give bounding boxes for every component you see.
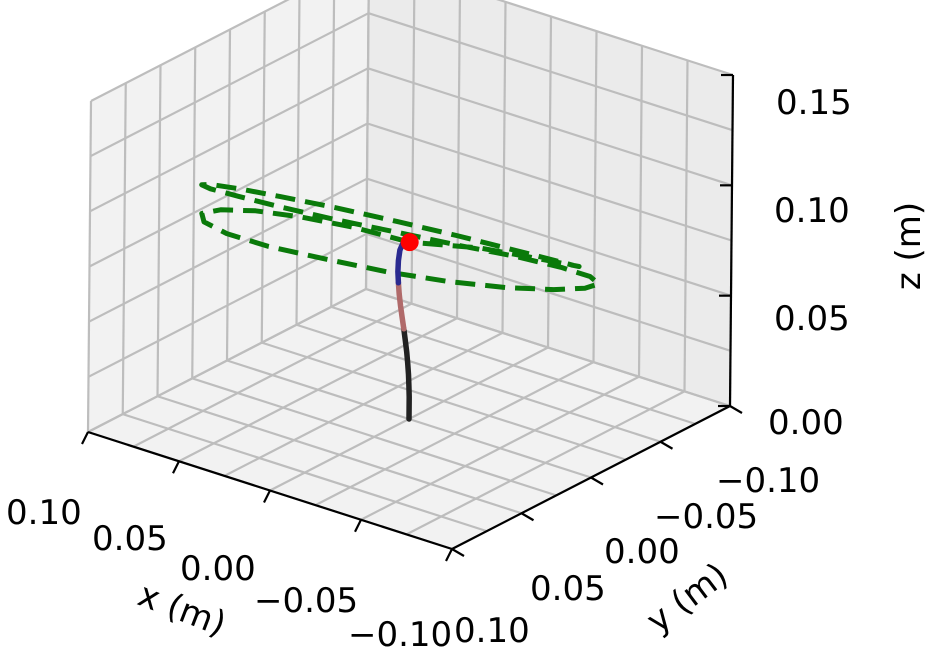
back-grid-line	[87, 288, 367, 433]
y-tick	[590, 476, 604, 486]
z-tick-label: 0.10	[774, 191, 850, 231]
floor-grid-line	[296, 323, 661, 443]
trajectory-segment-2	[395, 280, 407, 332]
z-tick-label: 0.05	[774, 299, 850, 339]
x-tick-label: 0.10	[6, 493, 82, 533]
x-tick	[445, 548, 453, 562]
back-grid-line	[367, 122, 732, 242]
data-layer	[199, 181, 602, 422]
y-tick-label: 0.00	[604, 532, 680, 572]
y-tick-label: −0.10	[716, 461, 820, 501]
floor-grid-line	[191, 377, 557, 497]
floor-grid-line	[157, 395, 522, 515]
x-tick	[81, 431, 89, 445]
back-grid-line	[496, 0, 734, 77]
back-grid-line	[89, 67, 369, 213]
floor-grid-line	[261, 341, 627, 461]
x-tick-label: 0.00	[180, 549, 256, 589]
current-position-marker	[400, 233, 419, 252]
y-tick-label: 0.10	[454, 611, 530, 651]
floor-grid-line	[330, 305, 696, 425]
axis-lines	[81, 73, 743, 562]
x-tick-label: 0.05	[92, 519, 168, 559]
back-grid-line	[367, 67, 733, 187]
back-grid-line	[89, 12, 370, 158]
back-grid-line	[366, 232, 731, 352]
y-tick	[451, 548, 465, 557]
x-tick-label: −0.10	[348, 615, 452, 655]
back-grid-line	[366, 177, 732, 297]
y-tick	[729, 405, 743, 414]
z-tick-label: 0.00	[768, 403, 844, 443]
x-tick	[354, 519, 362, 533]
y-tick-label: −0.05	[654, 497, 758, 537]
back-grid-line	[368, 12, 733, 132]
y-tick	[659, 440, 674, 450]
y-tick-label: 0.05	[530, 569, 606, 609]
trajectory-segment-1	[401, 326, 412, 422]
z-tick-label: 0.15	[776, 83, 852, 123]
x-tick	[172, 460, 180, 474]
back-grid-line	[365, 287, 731, 408]
y-tick	[520, 512, 535, 522]
z-axis-label: z (m)	[889, 202, 929, 290]
x-tick	[263, 490, 271, 503]
floor-grid-line	[122, 413, 488, 533]
back-grid-line	[90, 0, 290, 102]
z-axis-line	[728, 74, 735, 407]
x-tick-label: −0.05	[254, 581, 358, 621]
